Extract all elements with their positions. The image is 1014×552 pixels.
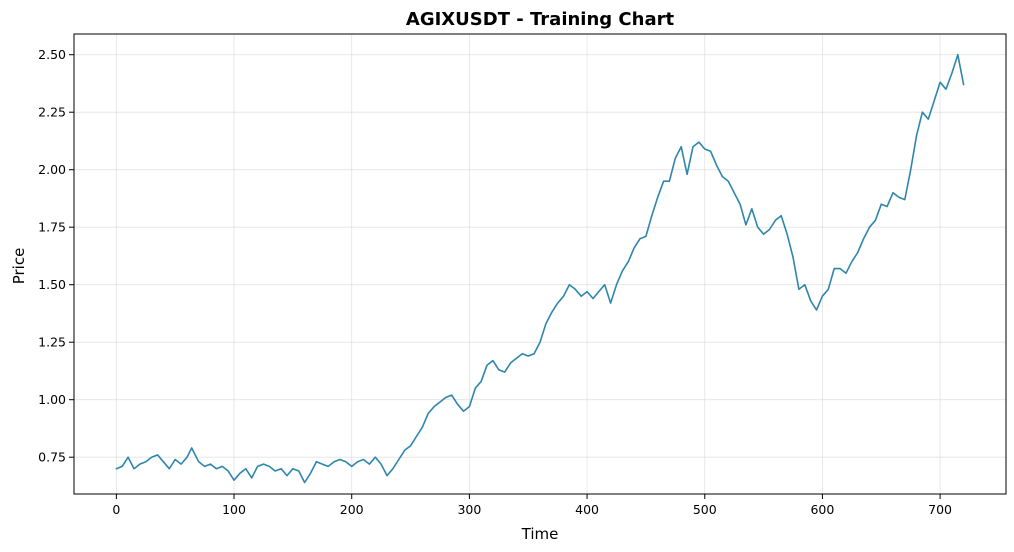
y-tick-label: 2.25 (38, 105, 66, 120)
x-tick-label: 300 (457, 502, 481, 517)
grid-layer (74, 34, 1006, 494)
x-tick-label: 700 (928, 502, 952, 517)
price-series-line (115, 53, 965, 484)
series-layer (115, 53, 965, 484)
y-tick-label: 1.50 (38, 277, 66, 292)
y-tick-label: 1.00 (38, 392, 66, 407)
y-tick-label: 2.00 (38, 162, 66, 177)
chart-title: AGIXUSDT - Training Chart (406, 9, 675, 30)
y-tick-label: 2.50 (38, 47, 66, 62)
x-tick-label: 500 (693, 502, 717, 517)
x-axis-label: Time (521, 525, 559, 543)
plot-frame (73, 33, 1007, 495)
x-tick-label: 0 (112, 502, 120, 517)
y-tick-label: 1.75 (38, 220, 66, 235)
x-tick-label: 200 (340, 502, 364, 517)
tick-layer: 0 100 200 300 400 500 600 700 0.75 1.00 1.25 1.50 1.… (38, 47, 952, 517)
x-tick-label: 600 (810, 502, 834, 517)
y-tick-label: 0.75 (38, 450, 66, 465)
y-axis-label: Price (10, 248, 28, 285)
y-tick-label: 1.25 (38, 335, 66, 350)
x-tick-label: 100 (222, 502, 246, 517)
x-tick-label: 400 (575, 502, 599, 517)
